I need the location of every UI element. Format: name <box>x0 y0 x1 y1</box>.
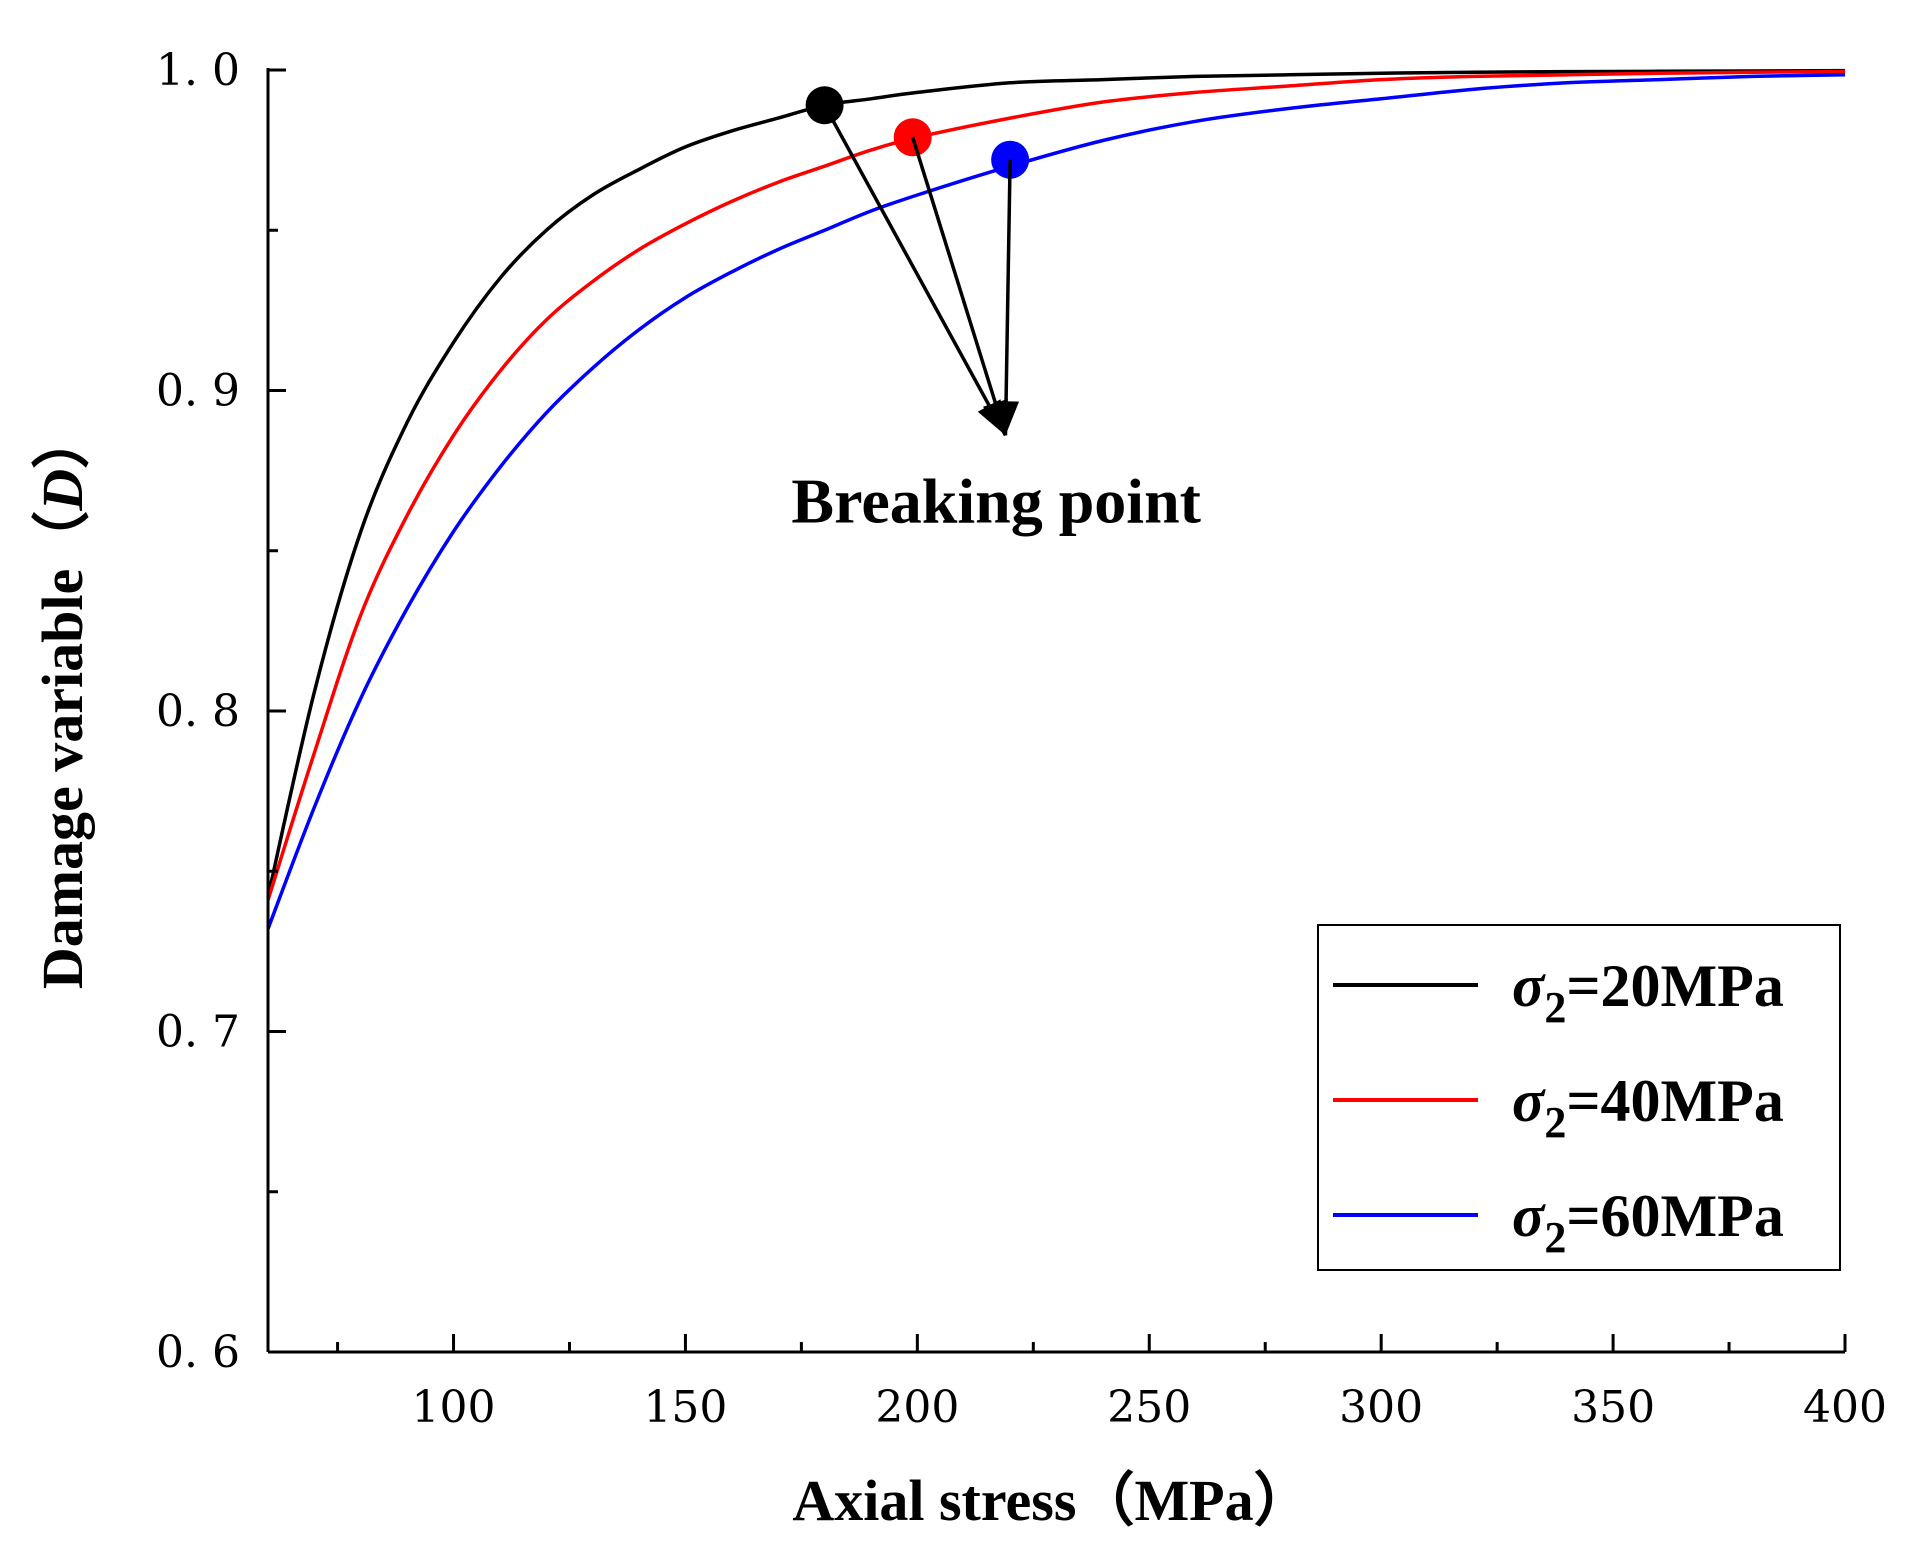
y-axis-title: Damage variable（D） <box>30 411 95 989</box>
y-tick-label-2: 0. 8 <box>156 686 240 737</box>
x-tick-label-350: 350 <box>1571 1382 1655 1433</box>
y-axis-title-var: D <box>30 469 95 512</box>
legend-label-3: σ2=60MPa <box>1512 1183 1784 1262</box>
legend-box <box>1317 924 1841 1271</box>
y-axis-title-main: Damage variable（ <box>30 511 95 989</box>
legend-value: =60MPa <box>1566 1183 1783 1249</box>
axes-layer <box>266 68 1847 1354</box>
legend-subscript: 2 <box>1544 983 1566 1032</box>
legend-sigma: σ <box>1512 1183 1546 1249</box>
x-tick-label-400: 400 <box>1803 1382 1887 1433</box>
x-axis-title: Axial stress（MPa） <box>792 1468 1311 1533</box>
arrow-head-3 <box>993 401 1020 436</box>
y-tick-label-4: 1. 0 <box>156 45 240 96</box>
legend-sigma: σ <box>1512 1068 1546 1134</box>
x-tick-label-100: 100 <box>412 1382 496 1433</box>
y-tick-label-0: 0. 6 <box>156 1327 240 1378</box>
tick-labels-layer: 100 150 200 250 300 350 400 0. 6 0. 7 0. 8 0. 9 1. … <box>156 45 1887 1433</box>
x-tick-label-150: 150 <box>643 1382 727 1433</box>
legend-subscript: 2 <box>1544 1098 1566 1147</box>
y-tick-label-1: 0. 7 <box>156 1007 240 1058</box>
x-tick-label-300: 300 <box>1339 1382 1423 1433</box>
x-tick-label-250: 250 <box>1107 1382 1191 1433</box>
arrow-line-3 <box>1003 159 1012 436</box>
y-tick-label-3: 0. 9 <box>156 366 240 417</box>
legend-label-1: σ2=20MPa <box>1512 953 1784 1032</box>
y-axis-title-close: ） <box>30 411 95 469</box>
legend-label-2: σ2=40MPa <box>1512 1068 1784 1147</box>
arrow-line-1 <box>823 104 1008 437</box>
breaking-point-annotation: Breaking point <box>791 466 1201 537</box>
x-tick-label-200: 200 <box>875 1382 959 1433</box>
legend-sigma: σ <box>1512 953 1546 1019</box>
arrow-line-2 <box>911 136 1008 436</box>
legend-value: =20MPa <box>1566 953 1783 1019</box>
series-line-2 <box>266 69 1846 901</box>
legend-subscript: 2 <box>1544 1213 1566 1262</box>
arrows-layer <box>823 104 1020 437</box>
series-line-3 <box>266 73 1846 930</box>
legend-value: =40MPa <box>1566 1068 1783 1134</box>
